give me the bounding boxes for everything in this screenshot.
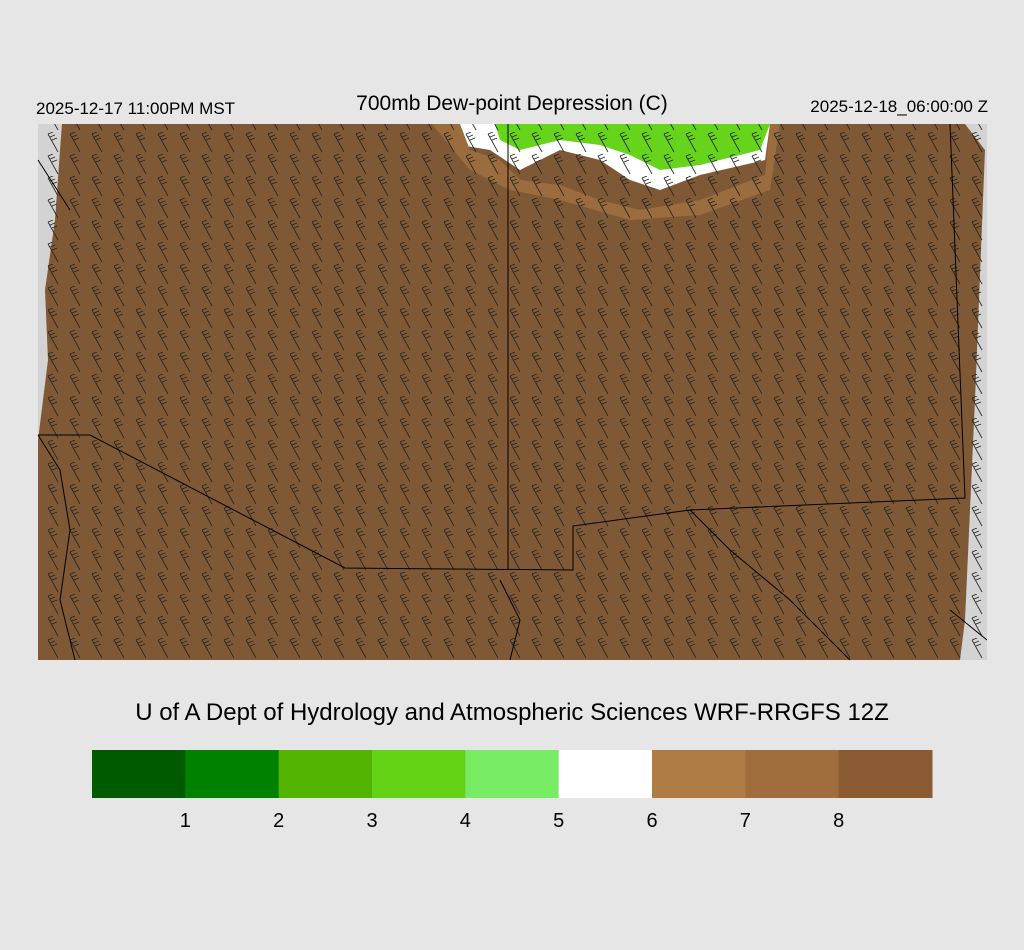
colorbar-swatch <box>558 750 653 798</box>
colorbar-label: 1 <box>180 810 191 832</box>
colorbar-label: 6 <box>646 810 657 832</box>
colorbar-swatch <box>185 750 280 798</box>
colorbar-label: 2 <box>273 810 284 832</box>
valid-utc-time: 2025-12-18_06:00:00 Z <box>810 97 988 116</box>
colorbar-swatch <box>652 750 746 798</box>
wind-barbs <box>38 124 987 660</box>
map-title: 700mb Dew-point Depression (C) <box>356 92 668 115</box>
colorbar-label: 4 <box>460 810 471 832</box>
colorbar-swatch <box>92 750 186 798</box>
colorbar: 1 2 3 4 5 6 7 8 <box>92 750 933 832</box>
colorbar-label: 3 <box>366 810 377 832</box>
colorbar-swatch <box>372 750 466 798</box>
colorbar-swatch <box>838 750 933 798</box>
colorbar-label: 5 <box>553 810 564 832</box>
colorbar-label: 8 <box>833 810 844 832</box>
colorbar-swatch <box>278 750 373 798</box>
valid-local-time: 2025-12-17 11:00PM MST <box>36 99 235 118</box>
borders <box>37 123 988 661</box>
colorbar-swatch <box>745 750 840 798</box>
colorbar-label: 7 <box>740 810 751 832</box>
colorbar-swatch <box>465 750 560 798</box>
map <box>37 123 988 661</box>
footer-credit: U of A Dept of Hydrology and Atmospheric… <box>135 699 889 726</box>
